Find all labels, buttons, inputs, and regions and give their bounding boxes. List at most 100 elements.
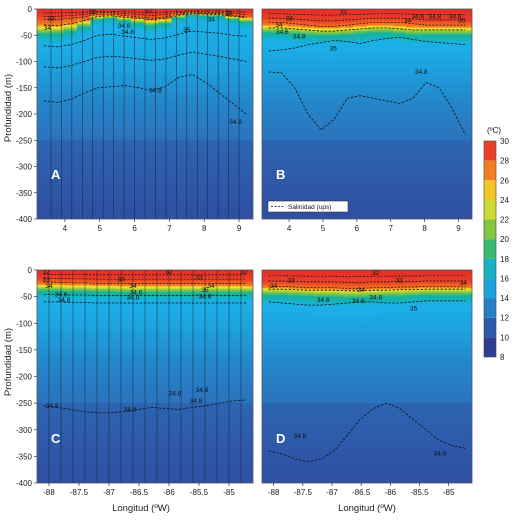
- isohaline-label: 34: [404, 18, 412, 25]
- isohaline-contour: [43, 399, 247, 414]
- temperature-column: [212, 9, 227, 219]
- isohaline-label: 34.6: [276, 29, 289, 36]
- y-tick-label: -100: [16, 319, 33, 328]
- isohaline-label: 35: [330, 45, 338, 52]
- x-tick-label: 9: [456, 224, 461, 233]
- x-tick-label: -87: [103, 488, 115, 497]
- isohaline-contour: [268, 402, 466, 463]
- colorbar-tick-label: 14: [500, 294, 509, 303]
- temperature-column: [274, 9, 289, 219]
- isohaline-contour: [43, 74, 247, 115]
- x-tick-label: 7: [167, 224, 172, 233]
- x-tick-label: -86: [385, 488, 397, 497]
- panel-label: D: [276, 431, 285, 446]
- isohaline-contour: [43, 301, 247, 304]
- x-tick-label: 5: [97, 224, 102, 233]
- isohaline-label: 34.8: [121, 29, 134, 36]
- isohaline-label: 34.8: [293, 33, 306, 40]
- x-tick-label: 6: [355, 224, 360, 233]
- isohaline-label: 33: [288, 278, 296, 285]
- temperature-column: [366, 9, 381, 219]
- temperature-column: [144, 270, 159, 483]
- isohaline-contour: [268, 36, 466, 52]
- surface-isohaline-contour: [268, 21, 466, 27]
- isohaline-label: 34: [44, 25, 52, 32]
- isohaline-label: 32: [340, 9, 348, 16]
- panel-label: B: [276, 167, 285, 182]
- colorbar-swatch: [484, 141, 496, 161]
- panel-label: A: [51, 167, 61, 182]
- temperature-column: [262, 9, 276, 219]
- isohaline-label: 34.6: [55, 291, 68, 298]
- isohaline-label: 33: [225, 10, 233, 17]
- colorbar-swatch: [484, 337, 496, 357]
- x-tick-label: 6: [132, 224, 137, 233]
- temperature-column: [37, 270, 51, 483]
- temperature-column: [379, 9, 394, 219]
- temperature-column: [274, 270, 289, 483]
- temperature-column: [340, 270, 355, 483]
- temperature-column: [77, 9, 92, 219]
- isohaline-label: 33: [47, 15, 55, 22]
- x-tick-label: 4: [287, 224, 292, 233]
- y-tick-label: -200: [16, 110, 33, 119]
- x-tick-label: 9: [237, 224, 242, 233]
- colorbar-tick-label: 18: [500, 255, 509, 264]
- isohaline-label: 34: [460, 280, 468, 287]
- temperature-column: [287, 9, 302, 219]
- surface-isohaline-contour: [268, 275, 466, 277]
- x-tick-label: 7: [388, 224, 393, 233]
- temperature-column: [90, 9, 105, 219]
- colorbar-unit: (ºC): [487, 126, 501, 135]
- isohaline-label: 34.8: [149, 87, 162, 94]
- temperature-column: [314, 270, 329, 483]
- y-tick-label: -250: [16, 136, 33, 145]
- isohaline-label: 32: [372, 270, 380, 277]
- y-tick-label: -350: [16, 189, 33, 198]
- isohaline-label: 35: [458, 18, 466, 25]
- temperature-column: [185, 9, 200, 219]
- deep-cold-layer: [262, 403, 472, 483]
- isohaline-label: 34: [358, 287, 366, 294]
- y-tick-label: -150: [16, 84, 33, 93]
- y-tick-label: -350: [16, 452, 33, 461]
- panel-frame: [261, 8, 473, 220]
- temperature-column: [104, 9, 119, 219]
- isohaline-label: 34.6: [317, 297, 330, 304]
- colorbar-tick-label: 10: [500, 333, 509, 342]
- colorbar-swatch: [484, 180, 496, 200]
- isohaline-contour: [268, 300, 466, 306]
- colorbar: (ºC) 30 28 26 24 22 20 18 16 14 12 10 8: [483, 126, 509, 362]
- temperature-column: [117, 9, 132, 219]
- y-tick-label: -400: [16, 479, 33, 488]
- isohaline-label: 34.8: [124, 407, 137, 414]
- colorbar-tick-label: 26: [500, 176, 509, 185]
- x-tick-label: -87.5: [294, 488, 313, 497]
- isohaline-label: 35: [183, 27, 191, 34]
- isohaline-label: 33: [117, 277, 125, 284]
- isohaline-label: 35: [410, 305, 418, 312]
- temperature-column: [432, 270, 447, 483]
- isohaline-label: 34.8: [294, 433, 307, 440]
- temperature-column: [212, 270, 227, 483]
- isohaline-contour: [43, 51, 247, 69]
- isohaline-label: 32: [240, 269, 248, 276]
- y-tick-label: -400: [16, 215, 33, 224]
- surface-isohaline-contour: [268, 13, 466, 16]
- isohaline-label: 34.8: [127, 295, 140, 302]
- y-tick-label: -300: [16, 426, 33, 435]
- colorbar-tick-label: 28: [500, 157, 509, 166]
- x-tick-label: -86.5: [352, 488, 371, 497]
- y-tick-label: -50: [20, 293, 32, 302]
- temperature-column: [379, 270, 394, 483]
- y-tick-label: -150: [16, 346, 33, 355]
- isohaline-label: 34.8: [199, 294, 212, 301]
- colorbar-tick-label: 12: [500, 314, 509, 323]
- temperature-column: [419, 9, 434, 219]
- temperature-column: [90, 270, 105, 483]
